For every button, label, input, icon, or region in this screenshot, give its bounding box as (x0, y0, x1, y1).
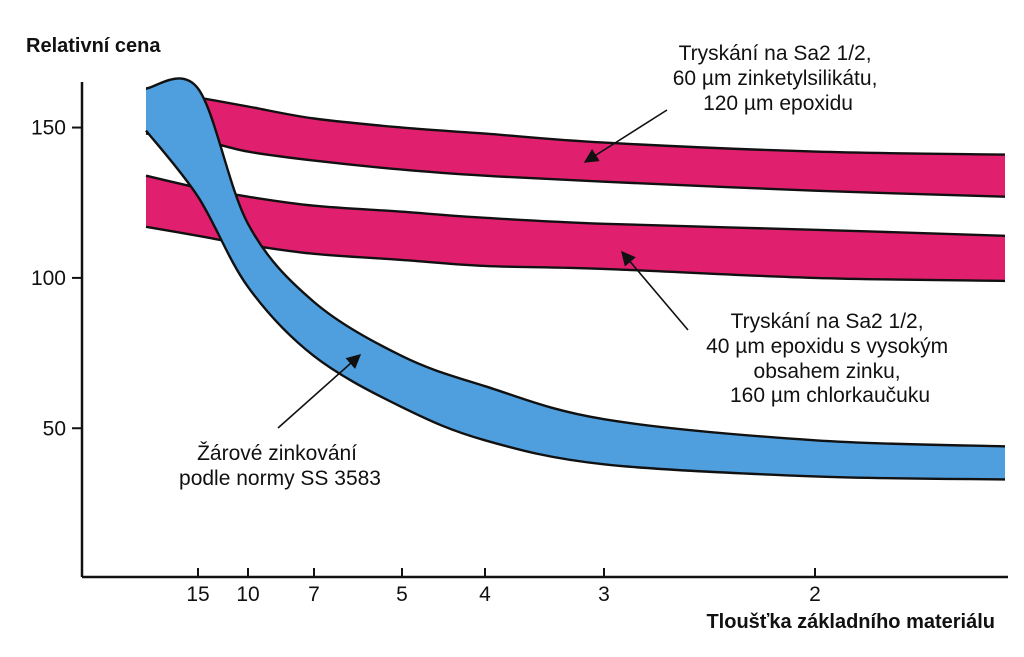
x-tick-label-3: 3 (598, 583, 610, 606)
x-tick-label-15: 15 (186, 583, 209, 606)
annotation-band-2-line-3: obsahem zinku, (754, 360, 901, 383)
y-ticks: 50 100 150 (31, 117, 82, 440)
arrow-band-3 (277, 354, 362, 429)
x-tick-label-7: 7 (308, 583, 320, 606)
x-tick-label-5: 5 (396, 583, 408, 606)
annotation-band-2: Tryskání na Sa2 1/2, 40 µm epoxidu s vys… (706, 310, 954, 407)
series-band-3-upper-edge (145, 77, 1006, 448)
x-ticks: 15 10 7 5 4 3 2 (186, 568, 821, 606)
annotation-band-3-line-2: podle normy SS 3583 (179, 467, 381, 490)
series-band-3 (146, 78, 1005, 480)
arrow-band-2 (621, 250, 689, 331)
series-band-3-lower-edge (145, 129, 1006, 481)
y-tick-label-150: 150 (31, 117, 66, 140)
annotation-band-1-line-2: 60 µm zinketylsilikátu, (673, 67, 878, 90)
series-band-1-lower-edge (145, 132, 1006, 198)
series-band-1-upper-edge (145, 87, 1006, 156)
annotation-band-3: Žárové zinkování podle normy SS 3583 (179, 442, 381, 490)
annotation-band-1-line-1: Tryskání na Sa2 1/2, (679, 42, 872, 65)
annotation-band-3-line-1: Žárové zinkování (197, 442, 357, 465)
annotation-band-1-line-3: 120 µm epoxidu (703, 92, 853, 115)
x-axis-title: Tloušťka základního materiálu (706, 611, 995, 633)
arrow-band-1 (583, 109, 668, 163)
y-axis-title: Relativní cena (26, 35, 161, 57)
bands-layer (145, 77, 1006, 481)
x-tick-label-10: 10 (236, 583, 259, 606)
annotation-band-2-line-4: 160 µm chlorkaučuku (730, 384, 930, 407)
annotation-band-1: Tryskání na Sa2 1/2, 60 µm zinketylsilik… (673, 42, 884, 115)
x-tick-label-4: 4 (479, 583, 491, 606)
series-band-2 (146, 175, 1005, 281)
x-tick-label-2: 2 (809, 583, 821, 606)
series-band-1 (146, 88, 1005, 197)
annotation-band-2-line-2: 40 µm epoxidu s vysokým (706, 335, 948, 358)
annotation-arrows (277, 109, 689, 429)
annotation-band-2-line-1: Tryskání na Sa2 1/2, (731, 310, 924, 333)
y-tick-label-100: 100 (31, 267, 66, 290)
y-tick-label-50: 50 (43, 417, 66, 440)
